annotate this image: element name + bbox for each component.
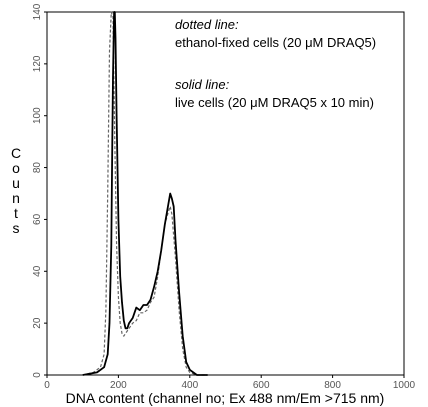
- plot-area: 0 20 40 60 80 100 120 140 0 200 400 600 800 1000: [32, 3, 416, 391]
- x-axis-title: DNA content (channel no; Ex 488 nm/Em >7…: [66, 390, 385, 406]
- series-dotted-line: [82, 11, 208, 376]
- x-tick-label: 600: [253, 380, 270, 391]
- y-tick-label: 20: [32, 317, 43, 329]
- x-tick-label: 200: [110, 380, 127, 391]
- x-tick-label: 1000: [393, 380, 416, 391]
- plot-frame: [46, 11, 405, 376]
- y-tick-label: 120: [32, 55, 43, 72]
- y-tick-label: 40: [32, 265, 43, 277]
- y-tick-label: 0: [32, 372, 43, 378]
- x-tick-label: 400: [181, 380, 198, 391]
- y-tick-label: 140: [32, 3, 43, 20]
- y-axis-ticks: 0 20 40 60 80 100 120 140: [32, 3, 47, 378]
- x-axis-ticks: 0 200 400 600 800 1000: [44, 375, 416, 391]
- solid-line-heading: solid line:: [175, 77, 230, 92]
- y-tick-label: 80: [32, 162, 43, 174]
- solid-line-description: live cells (20 μM DRAQ5 x 10 min): [175, 95, 374, 110]
- dotted-line-heading: dotted line:: [175, 17, 239, 32]
- x-tick-label: 800: [324, 380, 341, 391]
- series-solid-line: [82, 11, 208, 376]
- y-tick-label: 60: [32, 213, 43, 225]
- x-tick-label: 0: [44, 380, 50, 391]
- dotted-line-description: ethanol-fixed cells (20 μM DRAQ5): [175, 35, 376, 50]
- y-tick-label: 100: [32, 107, 43, 124]
- series-layer: [82, 11, 208, 376]
